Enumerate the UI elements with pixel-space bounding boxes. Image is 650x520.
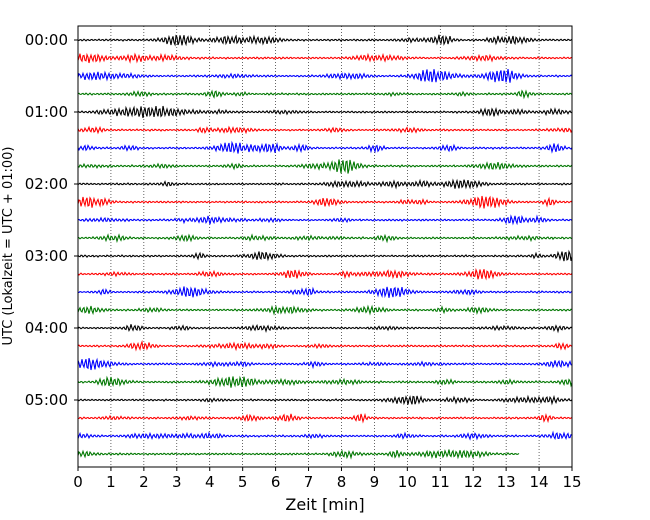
- trace-row: [77, 34, 573, 47]
- x-tick-label: 11: [431, 473, 450, 491]
- trace-row: [77, 375, 573, 388]
- x-tick-label: 4: [205, 473, 215, 491]
- x-tick-label: 13: [497, 473, 516, 491]
- x-axis-ticks: 0 1 2 3 4 5 6 7 8 9 10 11 12 13 14 15: [73, 467, 582, 491]
- trace-row: [77, 125, 573, 135]
- y-tick-label: 05:00: [25, 391, 68, 409]
- x-tick-label: 6: [271, 473, 281, 491]
- trace-row: [77, 394, 573, 406]
- x-tick-label: 15: [562, 473, 581, 491]
- plot-frame: [77, 25, 573, 468]
- trace-row: [77, 339, 573, 352]
- x-tick-label: 9: [370, 473, 380, 491]
- trace-row: [77, 178, 573, 190]
- trace-row: [77, 159, 573, 174]
- x-tick-label: 1: [106, 473, 116, 491]
- x-tick-label: 8: [337, 473, 347, 491]
- y-tick-label: 02:00: [25, 175, 68, 193]
- trace-row: [77, 249, 573, 262]
- y-tick-label: 01:00: [25, 103, 68, 121]
- y-tick-label: 00:00: [25, 31, 68, 49]
- trace-row: [77, 430, 573, 441]
- trace-row: [77, 412, 573, 424]
- x-tick-label: 10: [398, 473, 417, 491]
- x-tick-label: 2: [139, 473, 149, 491]
- y-axis-title: UTC (Lokalzeit = UTC + 01:00): [1, 147, 16, 346]
- trace-row: [77, 214, 573, 226]
- trace-row: [77, 140, 573, 154]
- trace-row: [77, 286, 573, 299]
- trace-row: [77, 195, 573, 209]
- x-tick-label: 0: [73, 473, 83, 491]
- trace-row: [77, 89, 573, 100]
- trace-row: [77, 105, 573, 118]
- y-tick-label: 03:00: [25, 247, 68, 265]
- trace-row: [77, 233, 573, 244]
- seismic-traces: [77, 34, 573, 460]
- y-axis-ticks: 00:00 01:00 02:00 03:00 04:00 05:00: [25, 31, 78, 409]
- trace-row: [77, 304, 573, 316]
- x-axis-title: Zeit [min]: [285, 495, 364, 514]
- trace-row: [77, 449, 520, 460]
- x-tick-label: 7: [304, 473, 314, 491]
- trace-row: [77, 324, 573, 334]
- trace-row: [77, 69, 573, 83]
- x-tick-label: 12: [464, 473, 483, 491]
- trace-row: [77, 357, 573, 371]
- y-tick-label: 04:00: [25, 319, 68, 337]
- trace-row: [77, 52, 573, 64]
- trace-row: [77, 267, 573, 281]
- x-tick-label: 14: [530, 473, 549, 491]
- x-tick-label: 5: [238, 473, 248, 491]
- x-tick-label: 3: [172, 473, 182, 491]
